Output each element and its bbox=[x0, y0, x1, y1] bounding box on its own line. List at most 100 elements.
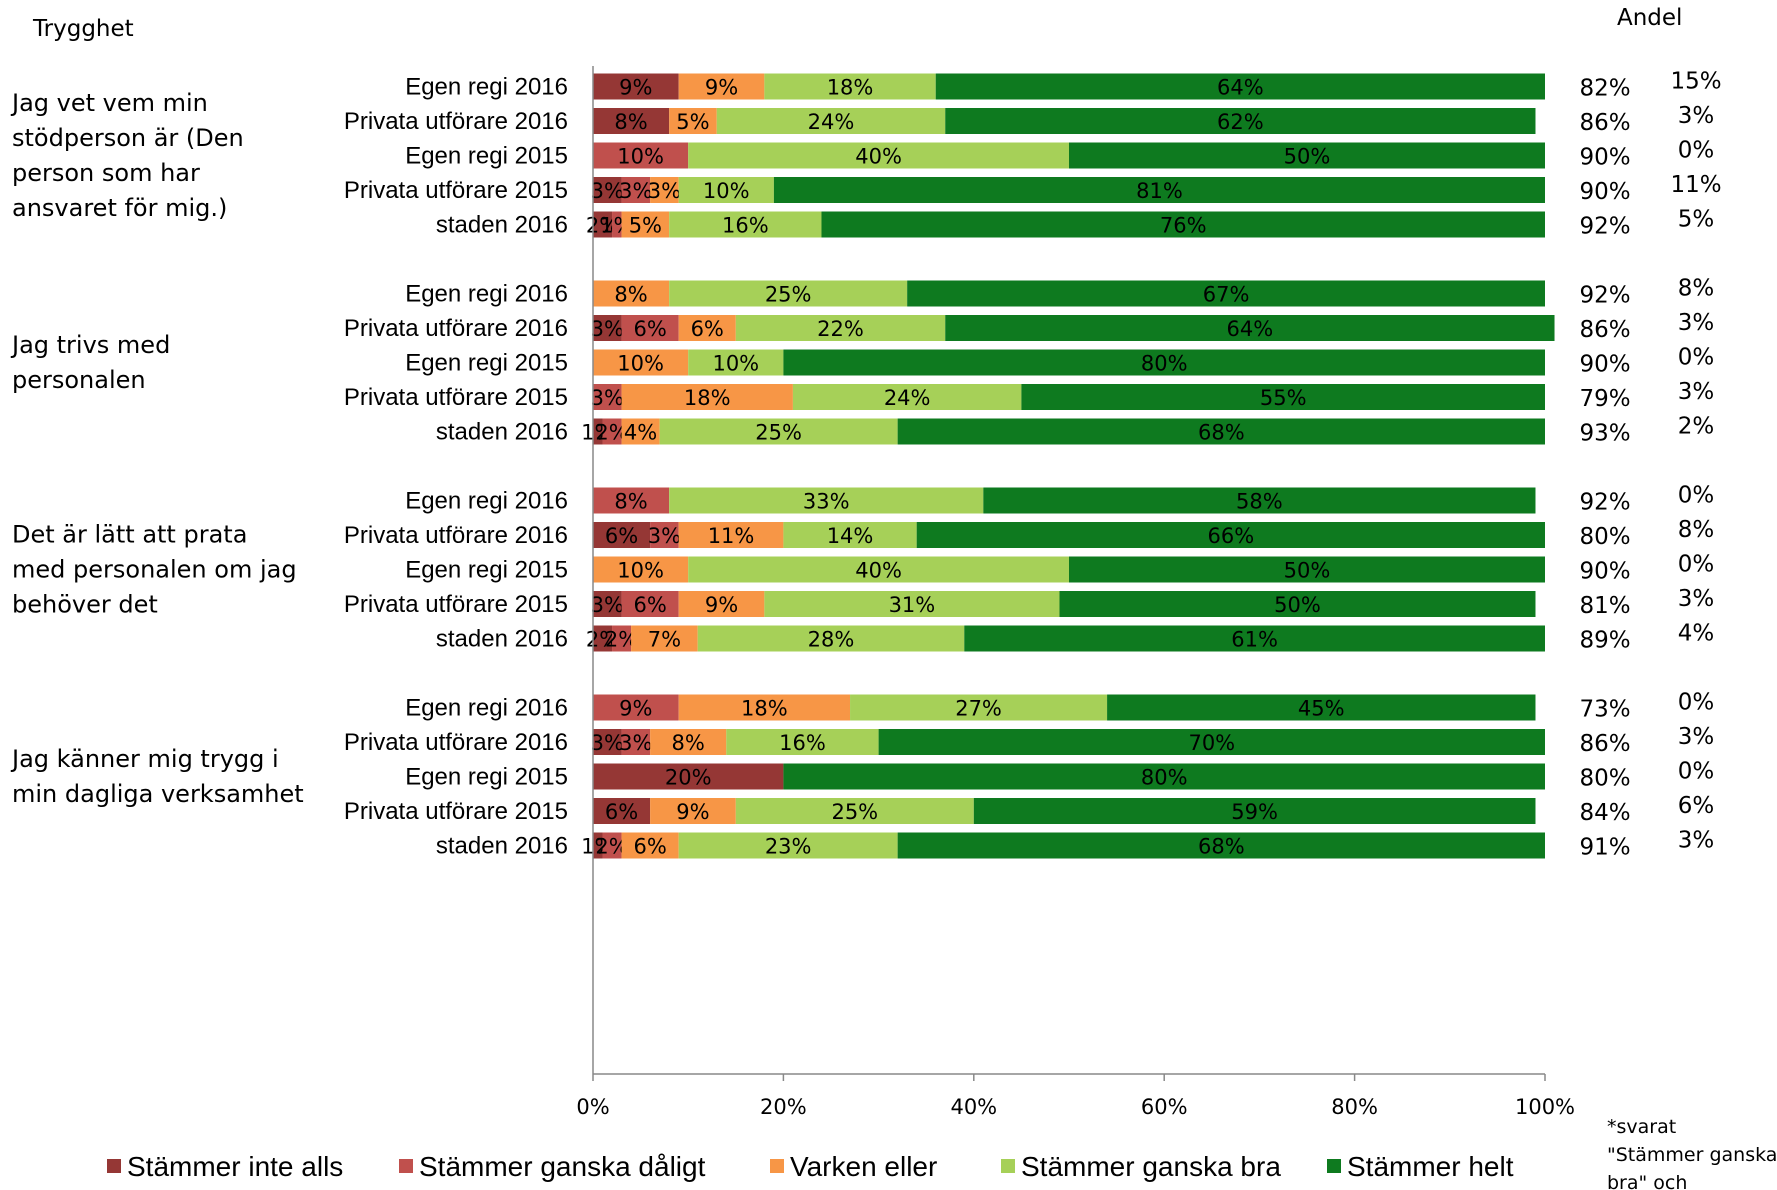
legend-label: Stämmer helt bbox=[1347, 1151, 1514, 1182]
data-label: 6% bbox=[691, 317, 724, 341]
question-label-line: Det är lätt att prata bbox=[12, 521, 247, 549]
legend: Stämmer inte alls Stämmer ganska dåligt Va… bbox=[107, 1151, 1514, 1182]
data-label: 3% bbox=[648, 524, 681, 548]
bar-segment bbox=[612, 211, 622, 238]
andel-value: 91% bbox=[1579, 835, 1630, 861]
data-label: 8% bbox=[614, 490, 647, 514]
bar-segment bbox=[593, 763, 784, 790]
data-label: 24% bbox=[808, 110, 855, 134]
bar-segment bbox=[678, 591, 765, 617]
section-label: Trygghet bbox=[32, 16, 134, 42]
data-label: 25% bbox=[831, 800, 878, 824]
bar-segment bbox=[669, 108, 717, 134]
bar-row: Egen regi 2016 8% 25% 67% 92% 8% bbox=[405, 276, 1714, 309]
bar-row: staden 2016 1%2%4% 25% 68% 93% 2% bbox=[436, 414, 1714, 447]
bar-row: Privata utförare 2016 8% 5% 24% 62% 86% 3% bbox=[344, 103, 1714, 136]
bar-segment bbox=[688, 349, 784, 376]
data-label: 50% bbox=[1274, 593, 1321, 617]
andel-value: 92% bbox=[1579, 214, 1630, 240]
data-label: 50% bbox=[1284, 559, 1331, 583]
category-label: Egen regi 2015 bbox=[405, 143, 568, 170]
bar-row: staden 2016 1%2% 6% 23% 68% 91% 3% bbox=[436, 828, 1714, 861]
andel-value: 86% bbox=[1579, 731, 1630, 757]
data-label: 10% bbox=[617, 559, 664, 583]
bar-segment bbox=[593, 177, 622, 203]
bar-segment bbox=[621, 177, 651, 203]
bar-segment bbox=[650, 729, 727, 755]
footnote-line: bra" och bbox=[1607, 1172, 1687, 1190]
category-label: staden 2016 bbox=[436, 833, 568, 860]
bar-segment bbox=[678, 694, 851, 721]
data-label: 24% bbox=[884, 386, 931, 410]
bar-segment bbox=[945, 108, 1536, 134]
bar-segment bbox=[726, 729, 879, 755]
andel-value: 79% bbox=[1579, 386, 1630, 412]
data-label: 18% bbox=[741, 697, 788, 721]
bar-segment bbox=[593, 522, 651, 548]
data-label: 9% bbox=[705, 76, 738, 100]
data-label: 80% bbox=[1141, 766, 1188, 790]
category-label: Egen regi 2015 bbox=[405, 350, 568, 377]
data-label: 3% bbox=[591, 731, 624, 755]
category-label: Privata utförare 2016 bbox=[344, 315, 568, 342]
bar-segment bbox=[593, 73, 679, 100]
bar-segment bbox=[669, 487, 984, 514]
data-label: 6% bbox=[633, 835, 666, 859]
andel-value: 90% bbox=[1579, 352, 1630, 378]
legend-label: Stämmer ganska bra bbox=[1021, 1151, 1281, 1182]
bar-row: Privata utförare 2015 3%3%3% 10% 81% 90% 11% bbox=[344, 172, 1722, 205]
bar-segment bbox=[764, 591, 1060, 617]
legend-swatch bbox=[1327, 1159, 1341, 1173]
data-label: 23% bbox=[765, 835, 812, 859]
andel-value: 86% bbox=[1579, 317, 1630, 343]
bar-segment bbox=[593, 211, 613, 238]
bar-segment bbox=[602, 418, 622, 445]
x-tick-label: 60% bbox=[1141, 1095, 1188, 1119]
data-label: 22% bbox=[817, 317, 864, 341]
data-label: 9% bbox=[676, 800, 709, 824]
data-label: 81% bbox=[1136, 179, 1183, 203]
bar-segment bbox=[669, 211, 822, 238]
bar-segment bbox=[678, 177, 774, 203]
andel-value: 90% bbox=[1579, 179, 1630, 205]
data-label: 40% bbox=[855, 145, 902, 169]
data-label: 27% bbox=[955, 697, 1002, 721]
extra-value: 3% bbox=[1678, 724, 1715, 750]
question-label-line: person som har bbox=[12, 159, 200, 187]
bar-segment bbox=[878, 729, 1545, 755]
bar-segment bbox=[593, 729, 622, 755]
extra-value: 6% bbox=[1678, 793, 1715, 819]
data-label: 61% bbox=[1231, 628, 1278, 652]
chart-rows: Egen regi 2016 9% 9% 18% 64% 82% 15% Privata ut… bbox=[344, 69, 1722, 861]
data-label: 64% bbox=[1227, 317, 1274, 341]
bar-row: Egen regi 2015 20% 80% 80% 0% bbox=[405, 759, 1714, 792]
bar-segment bbox=[792, 384, 1022, 410]
bar-segment bbox=[821, 211, 1545, 238]
extra-value: 2% bbox=[1678, 414, 1715, 440]
data-label: 5% bbox=[676, 110, 709, 134]
bar-segment bbox=[688, 556, 1069, 583]
category-label: Egen regi 2016 bbox=[405, 281, 568, 308]
bar-segment bbox=[612, 625, 632, 652]
extra-value: 8% bbox=[1678, 517, 1715, 543]
category-label: Privata utförare 2015 bbox=[344, 177, 568, 204]
data-label: 31% bbox=[889, 593, 936, 617]
question-label-line: personalen bbox=[12, 366, 146, 394]
bar-segment bbox=[593, 280, 670, 307]
legend-swatch bbox=[1001, 1159, 1015, 1173]
category-label: staden 2016 bbox=[436, 212, 568, 239]
data-label: 7% bbox=[648, 628, 681, 652]
category-label: Privata utförare 2016 bbox=[344, 522, 568, 549]
data-label: 50% bbox=[1284, 145, 1331, 169]
data-label: 25% bbox=[755, 421, 802, 445]
bar-segment bbox=[678, 522, 784, 548]
data-label: 6% bbox=[633, 593, 666, 617]
data-label: 3% bbox=[619, 731, 652, 755]
data-label: 59% bbox=[1231, 800, 1278, 824]
bar-segment bbox=[621, 384, 793, 410]
data-label: 66% bbox=[1207, 524, 1254, 548]
data-label: 14% bbox=[827, 524, 874, 548]
data-label: 10% bbox=[703, 179, 750, 203]
category-label: Egen regi 2016 bbox=[405, 488, 568, 515]
